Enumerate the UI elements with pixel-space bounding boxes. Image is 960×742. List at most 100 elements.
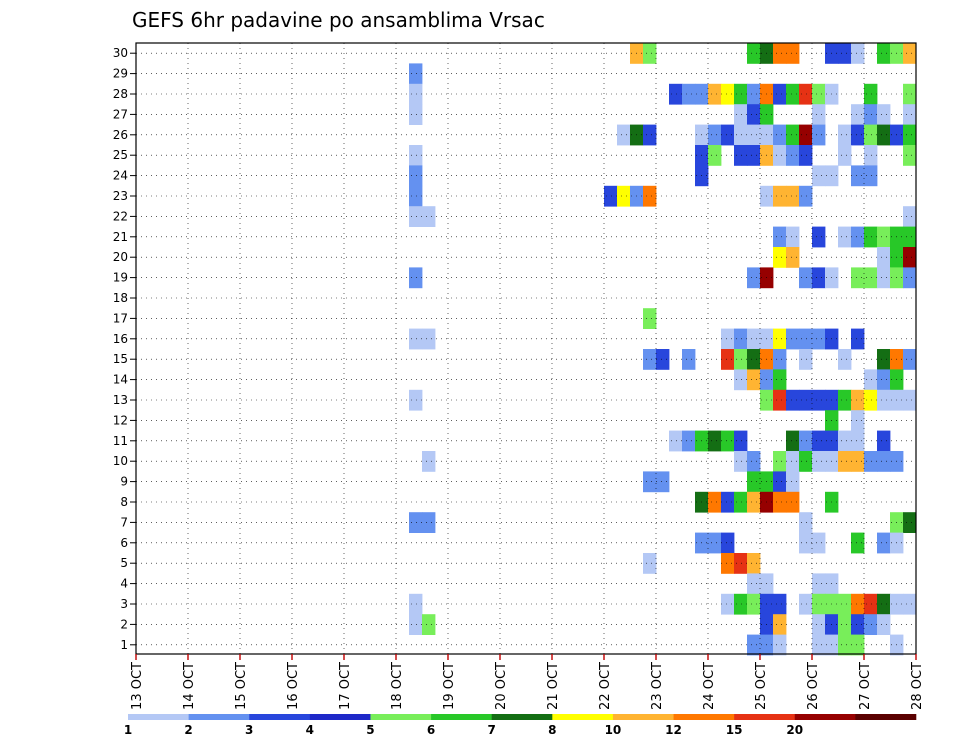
heatmap-cells xyxy=(409,43,917,656)
heatmap-cell xyxy=(669,430,683,452)
heatmap-cell xyxy=(903,247,917,268)
y-tick-label: 30 xyxy=(113,46,128,60)
heatmap-cell xyxy=(409,165,423,187)
heatmap-cell xyxy=(799,389,813,411)
heatmap-cell xyxy=(708,145,722,166)
y-tick-label: 26 xyxy=(113,128,128,142)
y-tick-label: 11 xyxy=(113,434,128,448)
heatmap-cell xyxy=(409,63,423,85)
heatmap-cell xyxy=(786,491,800,513)
heatmap-cell xyxy=(877,226,891,248)
heatmap-cell xyxy=(799,328,813,350)
heatmap-cell xyxy=(851,430,865,452)
colorbar-label: 6 xyxy=(427,723,435,737)
heatmap-cell xyxy=(838,145,852,166)
colorbar-swatch xyxy=(491,714,553,720)
heatmap-cell xyxy=(721,553,735,574)
heatmap-cell xyxy=(734,83,748,105)
heatmap-cell xyxy=(786,83,800,105)
heatmap-cell xyxy=(747,593,761,615)
heatmap-cell xyxy=(721,532,735,554)
heatmap-cell xyxy=(812,573,826,595)
heatmap-cell xyxy=(721,491,735,513)
heatmap-cell xyxy=(903,349,917,370)
heatmap-cell xyxy=(838,614,852,635)
heatmap-cell xyxy=(643,308,657,329)
heatmap-cell xyxy=(877,389,891,411)
heatmap-cell xyxy=(643,124,657,146)
heatmap-cell xyxy=(682,349,696,370)
heatmap-cell xyxy=(734,451,748,472)
heatmap-cell xyxy=(409,83,423,105)
heatmap-cell xyxy=(877,104,891,125)
y-tick-label: 9 xyxy=(120,475,128,489)
heatmap-cell xyxy=(838,634,852,656)
heatmap-cell xyxy=(734,145,748,166)
heatmap-cell xyxy=(422,328,436,350)
heatmap-cell xyxy=(877,124,891,146)
heatmap-cell xyxy=(838,389,852,411)
y-tick-label: 16 xyxy=(113,332,128,346)
heatmap-cell xyxy=(799,512,813,533)
heatmap-cell xyxy=(747,451,761,472)
heatmap-cell xyxy=(851,593,865,615)
heatmap-cell xyxy=(838,349,852,370)
heatmap-cell xyxy=(409,104,423,125)
heatmap-cell xyxy=(721,124,735,146)
heatmap-cell xyxy=(877,369,891,391)
y-tick-label: 21 xyxy=(113,230,128,244)
heatmap-cell xyxy=(799,430,813,452)
heatmap-cell xyxy=(812,634,826,656)
heatmap-cell xyxy=(786,247,800,268)
heatmap-cell xyxy=(799,593,813,615)
heatmap-cell xyxy=(851,165,865,187)
heatmap-cell xyxy=(799,185,813,207)
heatmap-cell xyxy=(643,553,657,574)
x-tick-label: 15 OCT xyxy=(234,662,249,710)
heatmap-cell xyxy=(422,614,436,635)
colorbar-swatch xyxy=(431,714,492,720)
heatmap-cell xyxy=(747,573,761,595)
heatmap-cell xyxy=(851,104,865,125)
heatmap-cell xyxy=(773,124,787,146)
y-tick-label: 1 xyxy=(120,638,128,652)
heatmap-cell xyxy=(812,267,826,289)
heatmap-cell xyxy=(812,389,826,411)
heatmap-cell xyxy=(734,553,748,574)
heatmap-cell xyxy=(734,593,748,615)
heatmap-cell xyxy=(786,451,800,472)
colorbar-swatch xyxy=(673,714,735,720)
heatmap-cell xyxy=(747,267,761,289)
x-tick-label: 16 OCT xyxy=(286,662,301,710)
heatmap-cell xyxy=(422,512,436,533)
heatmap-cell xyxy=(747,634,761,656)
heatmap-cell xyxy=(864,451,878,472)
colorbar-swatch xyxy=(734,714,796,720)
heatmap-cell xyxy=(747,83,761,105)
colorbar-swatch xyxy=(552,714,614,720)
heatmap-cell xyxy=(799,532,813,554)
heatmap-cell xyxy=(773,471,787,493)
heatmap-cell xyxy=(799,83,813,105)
heatmap-cell xyxy=(409,145,423,166)
colorbar-label: 7 xyxy=(488,723,496,737)
heatmap-cell xyxy=(682,430,696,452)
heatmap-cell xyxy=(773,226,787,248)
heatmap-cell xyxy=(812,593,826,615)
heatmap-cell xyxy=(747,553,761,574)
heatmap-cell xyxy=(851,328,865,350)
y-tick-label: 7 xyxy=(120,515,128,529)
heatmap-cell xyxy=(409,593,423,615)
heatmap-cell xyxy=(734,369,748,391)
x-tick-label: 20 OCT xyxy=(494,662,509,710)
heatmap-cell xyxy=(409,614,423,635)
colorbar-swatch xyxy=(128,714,189,720)
heatmap-cell xyxy=(734,430,748,452)
y-tick-label: 2 xyxy=(120,617,128,631)
heatmap-cell xyxy=(903,512,917,533)
colorbar-swatch xyxy=(612,714,674,720)
heatmap-cell xyxy=(734,349,748,370)
heatmap-cell xyxy=(617,185,631,207)
x-tick-label: 26 OCT xyxy=(806,662,821,710)
colorbar-swatch xyxy=(188,714,250,720)
